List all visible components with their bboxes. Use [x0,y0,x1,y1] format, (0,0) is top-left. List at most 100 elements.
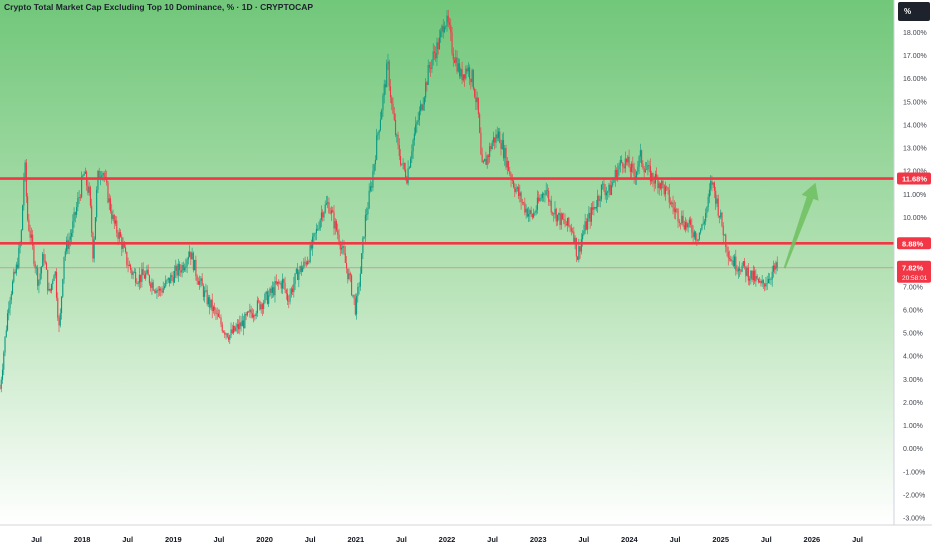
candle [163,283,166,290]
candle [10,290,12,305]
candle [443,21,446,34]
candle [352,294,354,298]
candle [276,281,279,287]
candle [135,268,137,287]
chart-title: Crypto Total Market Cap Excluding Top 10… [4,2,313,12]
candle [716,194,718,208]
candle [647,159,649,176]
candle [4,336,6,357]
candle [587,214,589,235]
candle [1,363,4,384]
candle [626,158,628,166]
candle [364,209,366,243]
candle [435,46,437,62]
candle [594,207,596,210]
x-tick-label: Jul [670,535,681,544]
projection-arrow[interactable] [783,182,819,269]
candle [472,69,474,91]
candle [229,334,231,345]
candle [156,287,158,299]
candle [220,314,222,328]
candle [464,74,466,87]
candle [329,207,331,215]
candle [659,182,662,191]
candle [663,184,665,197]
candle [450,18,452,42]
candle [324,200,326,214]
candle [741,262,743,273]
y-tick-label: 14.00% [903,122,927,129]
candle [160,286,162,297]
candle [383,79,385,104]
candle [368,183,370,210]
candle [377,131,379,141]
candle [708,183,710,204]
candle [47,269,49,295]
candle [83,171,85,176]
candle [379,111,381,132]
candle [335,219,338,233]
x-tick-label: 2020 [256,535,273,544]
candle [266,288,268,305]
candle [13,268,15,284]
candle [705,208,707,226]
candle [771,265,773,287]
candle [550,195,552,216]
candle [109,195,112,214]
candle [521,198,523,206]
candle [425,78,427,103]
candle [288,295,290,309]
candle [668,183,670,209]
candle [196,274,198,285]
candle [776,256,778,272]
candle [261,302,263,316]
candle [397,131,399,150]
candle [215,307,217,321]
candle [173,265,176,284]
candle [707,193,709,212]
candle [15,261,17,276]
candle [294,273,296,291]
x-tick-label: 2026 [804,535,821,544]
y-tick-label: 17.00% [903,53,927,60]
candle [146,265,148,275]
candle [732,255,734,267]
y-tick-label: 13.00% [903,146,927,153]
candle [92,231,94,263]
candle [318,221,320,232]
candle [29,224,31,245]
candle [27,192,29,222]
y-tick-label: 0.00% [903,446,923,453]
x-tick-label: Jul [852,535,863,544]
candle [22,204,24,231]
candle [299,265,301,275]
candle [269,287,271,297]
candle [421,103,423,112]
candle [579,245,581,259]
candle [255,310,257,320]
time-axis[interactable]: Jul 2018 Jul 2019 Jul 2020 Jul 2021 Jul 2022 Jul 20… [31,535,863,544]
candle [575,237,577,263]
candle [268,290,270,307]
candle [423,95,425,111]
candle [609,179,611,196]
candle [513,178,515,189]
candle [733,253,736,269]
candle [643,165,645,178]
candle [620,155,623,164]
candle [3,350,5,376]
scale-mode-button[interactable]: % [898,2,930,21]
candle [387,53,389,70]
candle [206,285,208,307]
candle [415,116,417,136]
candle [194,259,196,271]
candle [637,160,639,176]
y-tick-label: -2.00% [903,492,925,499]
candle [317,224,319,232]
y-tick-label: -3.00% [903,516,925,523]
candle [332,206,334,213]
candle [290,286,292,298]
levels-layer [0,177,894,269]
candle [619,156,621,173]
